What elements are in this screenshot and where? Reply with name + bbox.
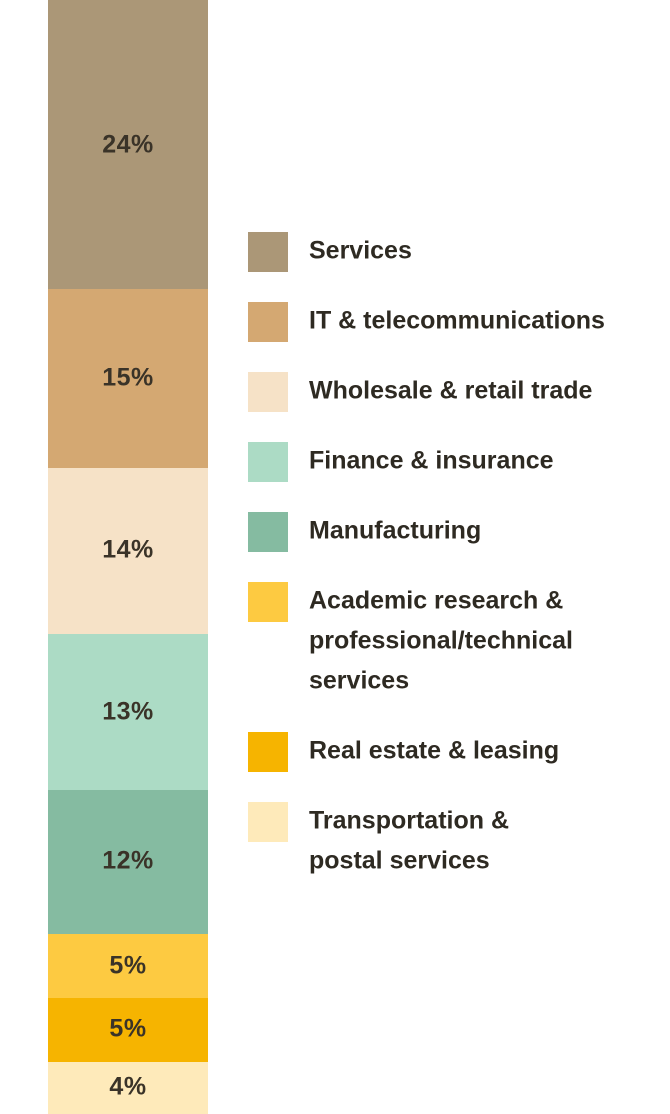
- legend-swatch: [248, 442, 288, 482]
- data-label: 13%: [102, 698, 154, 726]
- bar-segment: [48, 634, 208, 790]
- bar-segment: [48, 0, 208, 289]
- legend-swatch: [248, 232, 288, 272]
- legend-label: postal services: [309, 847, 490, 875]
- legend-label: Manufacturing: [309, 517, 481, 545]
- legend: Services IT & telecommunications Wholesale…: [248, 232, 605, 875]
- legend-swatch: [248, 372, 288, 412]
- legend-label: services: [309, 667, 409, 695]
- bar-segment: [48, 998, 208, 1062]
- data-label: 4%: [109, 1073, 146, 1101]
- legend-label: Services: [309, 237, 412, 265]
- bar-segment: [48, 934, 208, 998]
- legend-swatch: [248, 802, 288, 842]
- bar-segment: [48, 790, 208, 934]
- legend-swatch: [248, 732, 288, 772]
- legend-swatch: [248, 512, 288, 552]
- legend-label: IT & telecommunications: [309, 307, 605, 335]
- stacked-bar: 24% 15% 14% 13% 12% 5% 5% 4%: [48, 0, 208, 1114]
- data-label: 14%: [102, 536, 154, 564]
- bar-segment: [48, 1062, 208, 1114]
- legend-swatch: [248, 302, 288, 342]
- data-label: 12%: [102, 847, 154, 875]
- legend-label: Wholesale & retail trade: [309, 377, 593, 405]
- legend-label: Academic research &: [309, 587, 563, 615]
- bar-segment: [48, 289, 208, 468]
- legend-label: Transportation &: [309, 807, 509, 835]
- data-label: 15%: [102, 364, 154, 392]
- bar-segment: [48, 468, 208, 634]
- legend-label: Real estate & leasing: [309, 737, 559, 765]
- legend-label: professional/technical: [309, 627, 573, 655]
- data-label: 5%: [109, 952, 146, 980]
- legend-label: Finance & insurance: [309, 447, 554, 475]
- legend-swatch: [248, 582, 288, 622]
- data-label: 5%: [109, 1015, 146, 1043]
- data-label: 24%: [102, 131, 154, 159]
